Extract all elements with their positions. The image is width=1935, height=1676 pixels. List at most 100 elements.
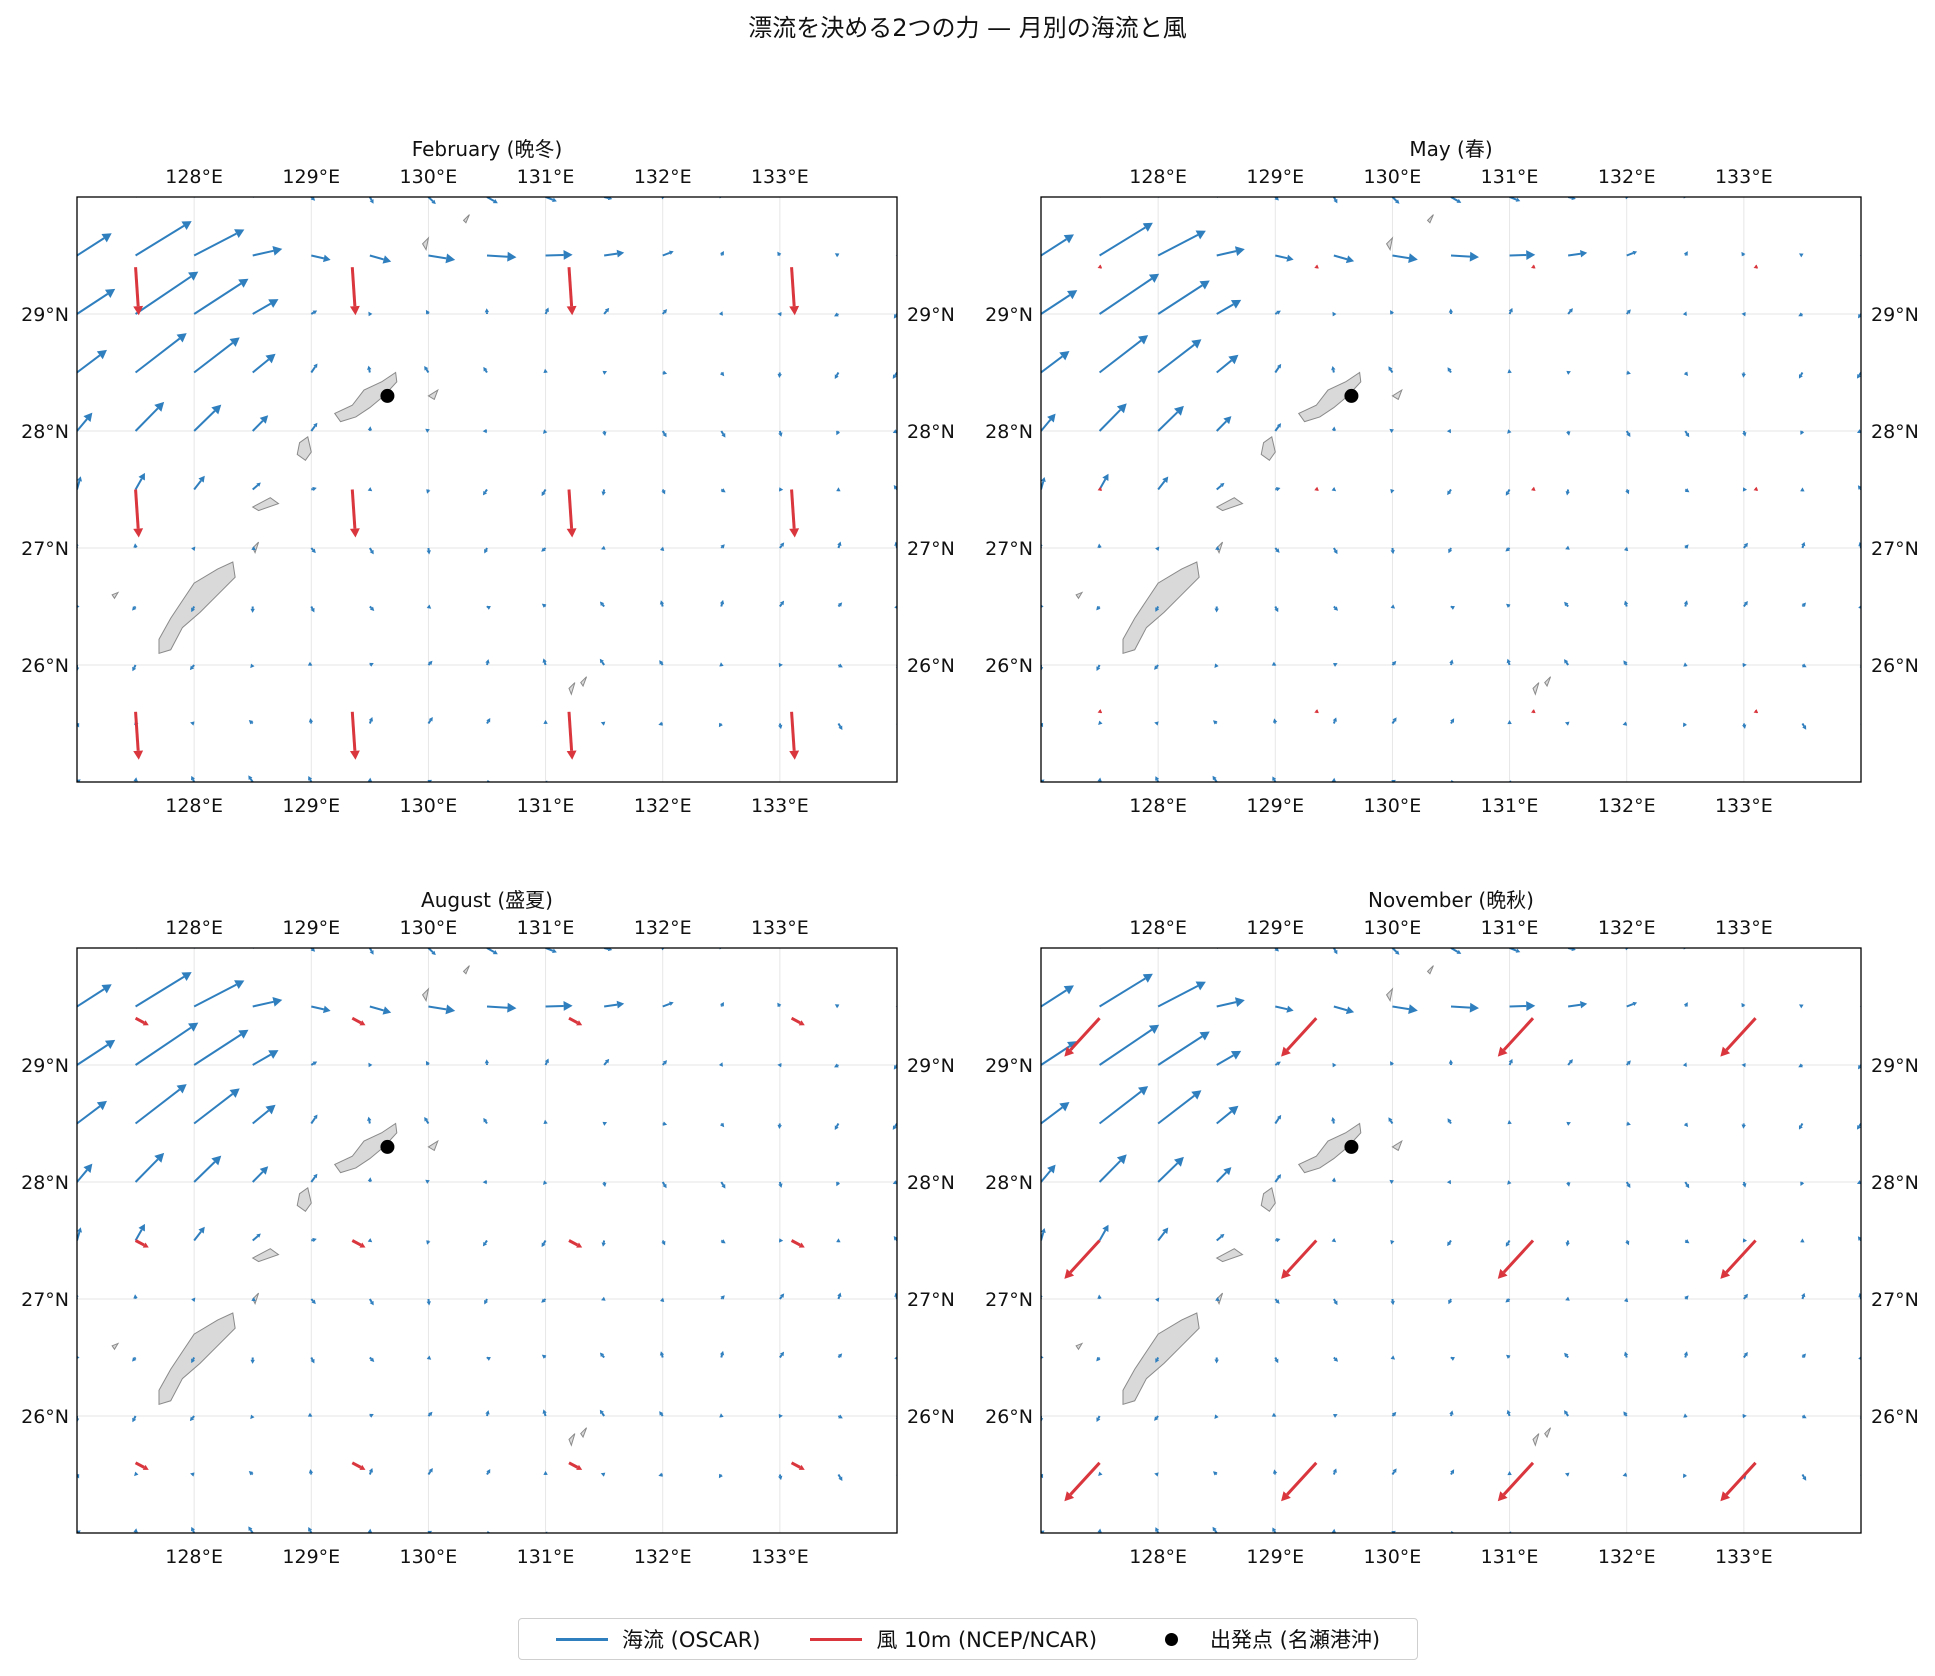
current-arrow-head	[1059, 1102, 1070, 1112]
current-arrow-head	[1566, 1533, 1570, 1537]
current-arrow-shaft	[1391, 663, 1395, 666]
island	[1544, 1427, 1552, 1439]
current-arrow-head	[544, 1058, 549, 1064]
current-arrow-head	[778, 1475, 783, 1481]
current-arrow-shaft	[252, 420, 264, 432]
lon-tick-label-bottom: 130°E	[1364, 1546, 1422, 1568]
island	[1215, 1248, 1244, 1263]
current-arrow-shaft	[1041, 294, 1071, 315]
lat-tick-label-right: 27°N	[907, 538, 955, 560]
lat-tick-label-right: 26°N	[907, 655, 955, 677]
current-arrow-shaft	[661, 311, 666, 315]
current-arrow-head	[1682, 311, 1687, 316]
current-arrow-head	[661, 489, 666, 495]
current-arrow-head	[1857, 485, 1861, 490]
current-arrow-head	[1625, 1240, 1630, 1246]
current-arrow-shaft	[368, 369, 371, 373]
island	[1297, 371, 1362, 423]
current-arrow-head	[1234, 997, 1245, 1007]
current-arrow-head	[1564, 1410, 1569, 1415]
current-arrow-head	[211, 1155, 222, 1166]
current-arrow-shaft	[1332, 1298, 1337, 1303]
current-arrow-head	[132, 1357, 137, 1362]
panel-frame	[76, 196, 898, 783]
current-arrow-shaft	[1157, 343, 1195, 374]
current-arrow-head	[1508, 1058, 1513, 1064]
current-arrow-head	[1683, 722, 1688, 728]
current-arrow-shaft	[1625, 1355, 1628, 1358]
current-arrow-head	[1742, 487, 1748, 492]
current-arrow-head	[1450, 1357, 1455, 1361]
current-arrow-head	[541, 603, 547, 608]
current-arrow-head	[426, 1355, 432, 1360]
current-arrow-shaft	[193, 983, 237, 1008]
current-arrow-head	[1565, 1296, 1570, 1301]
current-arrow-head	[659, 546, 665, 552]
current-arrow-shaft	[1157, 1094, 1195, 1125]
wind-arrow-head	[1720, 1268, 1731, 1279]
island	[568, 1433, 576, 1447]
current-arrow-head	[1580, 250, 1588, 258]
lon-tick-label-top: 132°E	[1598, 166, 1656, 188]
current-arrow-head	[661, 1240, 666, 1246]
current-arrow-head	[834, 1004, 840, 1009]
lon-tick-label-top: 129°E	[1246, 166, 1304, 188]
current-arrow-shaft	[1801, 1473, 1805, 1478]
current-arrow-shaft	[484, 369, 488, 374]
current-arrow-head	[181, 221, 192, 230]
current-arrow-head	[541, 1354, 547, 1359]
current-arrow-head	[1391, 660, 1397, 666]
current-arrow-head	[894, 541, 897, 546]
current-arrow-shaft	[779, 1295, 783, 1300]
panel-title: August (盛夏)	[421, 888, 553, 912]
wind-arrow-head	[1753, 264, 1759, 269]
current-arrow-head	[1331, 1528, 1337, 1533]
current-arrow-head	[1469, 1002, 1479, 1013]
current-arrow-head	[1683, 1473, 1688, 1479]
current-arrow-head	[1228, 354, 1239, 365]
current-arrow-shaft	[135, 197, 138, 198]
current-arrow-head	[369, 606, 375, 611]
legend-start-marker	[1164, 1632, 1178, 1646]
current-arrow-shaft	[192, 1357, 196, 1361]
current-arrow-head	[659, 600, 665, 605]
wind-arrow-head	[576, 1242, 583, 1248]
current-arrow-shaft	[1625, 430, 1630, 435]
current-arrow-head	[1626, 1060, 1631, 1065]
current-arrow-shaft	[661, 430, 666, 435]
lat-tick-label-left: 29°N	[21, 304, 69, 326]
current-arrow-head	[604, 1058, 610, 1064]
wind-arrow-head	[1497, 1268, 1508, 1279]
current-arrow-head	[1505, 1298, 1510, 1303]
current-arrow-head	[307, 661, 313, 666]
current-arrow-head	[1626, 309, 1631, 314]
current-arrow-shaft	[311, 1005, 325, 1011]
current-arrow-shaft	[485, 1298, 488, 1302]
lon-tick-label-bottom: 129°E	[282, 795, 340, 817]
current-arrow-head	[894, 605, 897, 609]
island	[1260, 436, 1276, 461]
island	[580, 1427, 588, 1439]
current-arrow-head	[719, 599, 725, 605]
current-arrow-head	[599, 1352, 605, 1357]
panel-plot-area	[1041, 197, 1861, 782]
current-arrow-head	[1566, 431, 1571, 436]
current-arrow-head	[1801, 541, 1806, 547]
lat-tick-label-left: 26°N	[985, 1406, 1033, 1428]
current-arrow-head	[604, 307, 610, 313]
current-arrow-head	[77, 476, 82, 482]
current-arrow-head	[778, 1183, 783, 1188]
current-arrow-head	[368, 1468, 373, 1473]
wind-arrow-head	[1281, 1491, 1291, 1502]
current-arrow-head	[83, 1163, 93, 1174]
current-arrow-head	[1743, 1351, 1748, 1357]
current-arrow-head	[669, 250, 674, 255]
current-arrow-head	[1623, 1297, 1629, 1303]
lon-tick-label-top: 133°E	[1715, 917, 1773, 939]
current-arrow-shaft	[1274, 425, 1280, 432]
current-arrow-head	[834, 1063, 839, 1068]
current-arrow-head	[897, 725, 901, 730]
current-arrow-shaft	[1391, 948, 1398, 953]
current-arrow-head	[251, 546, 256, 551]
current-arrow-head	[83, 412, 93, 423]
